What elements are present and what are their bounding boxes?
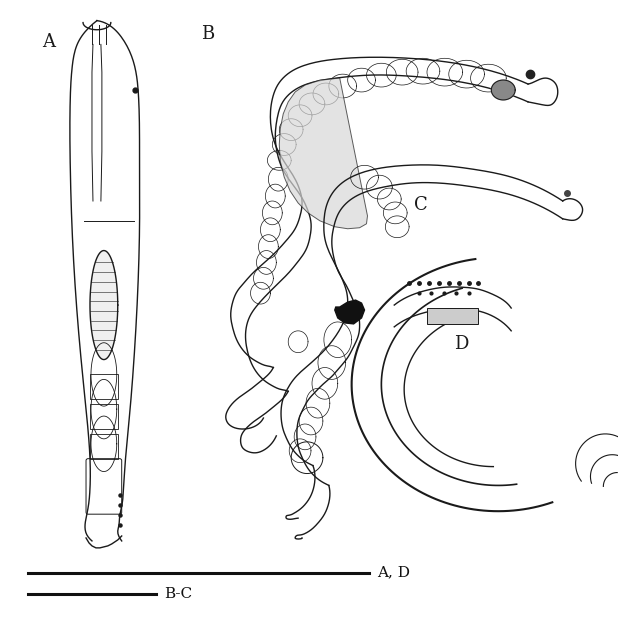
Text: A: A	[42, 32, 55, 50]
Bar	[90, 404, 118, 429]
Bar	[90, 434, 118, 459]
Polygon shape	[90, 250, 118, 359]
Polygon shape	[335, 300, 365, 324]
Text: D: D	[454, 335, 468, 353]
Bar	[90, 374, 118, 399]
Text: A, D: A, D	[378, 566, 410, 579]
Text: B: B	[201, 24, 214, 42]
Polygon shape	[427, 308, 479, 324]
Polygon shape	[491, 80, 515, 100]
Polygon shape	[279, 78, 368, 229]
Text: C: C	[414, 196, 428, 214]
Text: B-C: B-C	[165, 587, 193, 601]
